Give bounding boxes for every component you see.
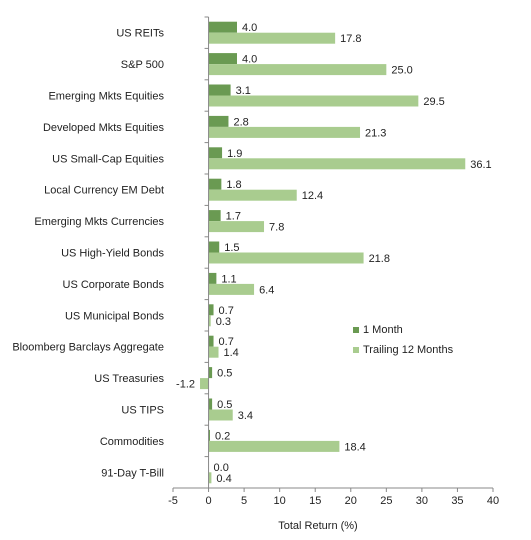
value-label-trailing-12-months: 12.4 (302, 190, 323, 202)
category-label: Commodities (100, 436, 165, 448)
value-label-trailing-12-months: 21.3 (365, 127, 386, 139)
value-label-trailing-12-months: 29.5 (423, 96, 444, 108)
value-label-1-month: 0.0 (214, 462, 229, 474)
bar-trailing-12-months (208, 158, 466, 170)
category-label: 91-Day T-Bill (101, 467, 164, 479)
category-label: S&P 500 (121, 59, 164, 71)
bar-trailing-12-months (208, 221, 265, 233)
value-label-trailing-12-months: 0.4 (216, 473, 231, 485)
bar-1-month (208, 304, 214, 316)
bar-1-month (208, 398, 213, 410)
bars-layer (200, 21, 466, 484)
legend-label: 1 Month (363, 324, 403, 336)
value-label-trailing-12-months: 1.4 (224, 347, 239, 359)
category-label: Emerging Mkts Equities (48, 91, 164, 103)
x-tick-label: -5 (168, 495, 178, 507)
category-label: Local Currency EM Debt (44, 185, 164, 197)
category-label: US REITs (116, 28, 164, 40)
x-tick-label: 25 (380, 495, 392, 507)
category-label: US TIPS (121, 405, 164, 417)
bar-trailing-12-months (208, 472, 212, 484)
x-tick-label: 10 (274, 495, 286, 507)
bar-trailing-12-months (208, 32, 336, 44)
legend: 1 Month Trailing 12 Months (353, 324, 454, 356)
bar-1-month (208, 272, 217, 284)
bar-trailing-12-months (208, 283, 255, 295)
category-label: US Municipal Bonds (65, 310, 165, 322)
x-tick-label: 15 (309, 495, 321, 507)
category-label: US Treasuries (94, 373, 164, 385)
value-label-trailing-12-months: 18.4 (344, 441, 365, 453)
legend-label: Trailing 12 Months (363, 344, 454, 356)
value-label-trailing-12-months: 3.4 (238, 410, 253, 422)
x-tick-label: 0 (205, 495, 211, 507)
bar-trailing-12-months (208, 252, 364, 264)
value-label-1-month: 0.5 (217, 399, 232, 411)
legend-swatch-1-month (353, 327, 359, 333)
bar-trailing-12-months (208, 95, 419, 107)
bar-trailing-12-months (208, 189, 297, 201)
bar-trailing-12-months (208, 440, 340, 452)
bar-trailing-12-months (208, 64, 387, 76)
value-label-1-month: 1.1 (221, 273, 236, 285)
category-label: US Small-Cap Equities (52, 153, 164, 165)
bar-1-month (208, 84, 231, 96)
value-label-trailing-12-months: 0.3 (216, 316, 231, 328)
value-label-trailing-12-months: 7.8 (269, 222, 284, 234)
bar-1-month (208, 429, 210, 441)
category-label: US Corporate Bonds (63, 279, 165, 291)
value-label-1-month: 4.0 (242, 22, 257, 34)
value-label-1-month: 3.1 (236, 85, 251, 97)
bar-trailing-12-months (200, 378, 209, 390)
bar-trailing-12-months (208, 315, 211, 327)
x-tick-label: 30 (416, 495, 428, 507)
bar-1-month (208, 178, 222, 190)
value-label-1-month: 1.8 (226, 179, 241, 191)
category-label: Emerging Mkts Currencies (34, 216, 164, 228)
x-tick-label: 35 (451, 495, 463, 507)
value-label-1-month: 0.2 (215, 430, 230, 442)
value-label-1-month: 0.7 (219, 336, 234, 348)
bar-trailing-12-months (208, 126, 361, 138)
category-labels: US REITs S&P 500 Emerging Mkts Equities Dev… (12, 28, 164, 480)
value-label-1-month: 0.5 (217, 368, 232, 380)
value-label-trailing-12-months: 6.4 (259, 284, 274, 296)
x-axis-title: Total Return (%) (278, 520, 357, 532)
bar-1-month (208, 241, 220, 253)
category-label: US High-Yield Bonds (61, 248, 164, 260)
bar-trailing-12-months (208, 409, 233, 421)
category-label: Bloomberg Barclays Aggregate (12, 342, 164, 354)
value-label-trailing-12-months: 36.1 (470, 159, 491, 171)
value-label-1-month: 4.0 (242, 54, 257, 66)
value-labels: 4.0 17.8 4.0 25.0 3.1 29.5 2.8 21.3 1.9 36.1 1.8 12… (176, 22, 492, 485)
axes: -5 0 5 10 15 20 25 30 35 40 (168, 16, 499, 507)
value-label-trailing-12-months: 25.0 (391, 65, 412, 77)
value-label-1-month: 1.7 (226, 211, 241, 223)
bar-1-month (208, 147, 223, 159)
bar-1-month (208, 335, 214, 347)
bar-1-month (208, 210, 221, 222)
value-label-trailing-12-months: 21.8 (369, 253, 390, 265)
x-tick-label: 40 (487, 495, 499, 507)
x-tick-label: 5 (241, 495, 247, 507)
bar-1-month (208, 115, 229, 127)
value-label-1-month: 1.5 (224, 242, 239, 254)
category-label: Developed Mkts Equities (43, 122, 165, 134)
bar-trailing-12-months (208, 346, 219, 358)
value-label-trailing-12-months: 17.8 (340, 33, 361, 45)
bar-1-month (208, 21, 237, 33)
value-label-trailing-12-months: -1.2 (176, 379, 195, 391)
value-label-1-month: 2.8 (233, 116, 248, 128)
x-tick-label: 20 (345, 495, 357, 507)
legend-swatch-trailing-12-months (353, 347, 359, 353)
value-label-1-month: 1.9 (227, 148, 242, 160)
value-label-1-month: 0.7 (219, 305, 234, 317)
bar-1-month (208, 53, 237, 65)
bar-1-month (208, 367, 213, 379)
